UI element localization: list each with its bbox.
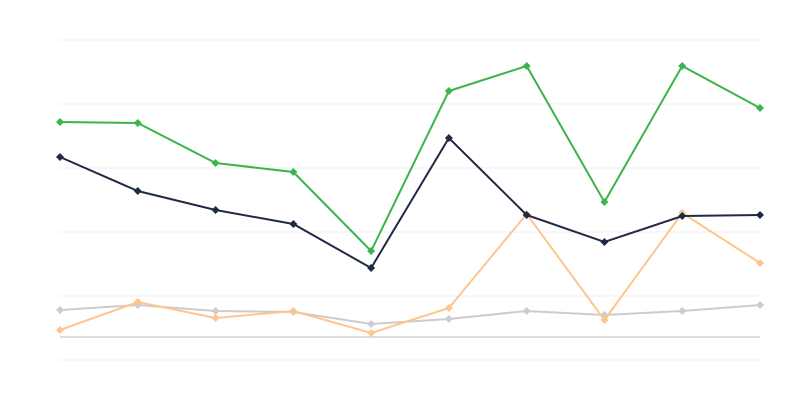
point-marker: [444, 315, 453, 323]
point-marker: [756, 211, 764, 219]
point-marker: [756, 259, 764, 267]
series-line: [59, 64, 761, 253]
point-marker: [444, 134, 453, 142]
point-marker: [678, 212, 687, 220]
point-marker: [289, 168, 298, 176]
point-marker: [522, 211, 531, 219]
point-marker: [756, 301, 764, 309]
point-marker: [600, 316, 609, 324]
series-line: [59, 211, 761, 335]
point-marker: [56, 306, 64, 314]
point-marker: [289, 220, 298, 228]
point-marker: [211, 206, 220, 214]
point-marker: [522, 62, 531, 70]
point-marker: [367, 264, 376, 272]
point-marker: [678, 62, 687, 70]
point-marker: [56, 326, 64, 334]
point-marker: [600, 238, 609, 246]
point-marker: [211, 314, 220, 322]
point-marker: [600, 198, 609, 206]
point-marker: [133, 187, 142, 195]
point-marker: [289, 307, 298, 315]
point-marker: [211, 307, 220, 315]
point-marker: [678, 307, 687, 315]
point-marker: [756, 104, 764, 112]
point-marker: [133, 119, 142, 127]
point-marker: [56, 153, 64, 161]
point-marker: [56, 118, 64, 126]
point-marker: [211, 159, 220, 167]
point-marker: [367, 329, 376, 337]
point-marker: [367, 320, 376, 328]
point-marker: [133, 298, 142, 306]
point-marker: [444, 304, 453, 312]
point-marker: [367, 247, 376, 255]
series-line: [59, 136, 761, 270]
point-marker: [522, 307, 531, 315]
point-marker: [444, 87, 453, 95]
